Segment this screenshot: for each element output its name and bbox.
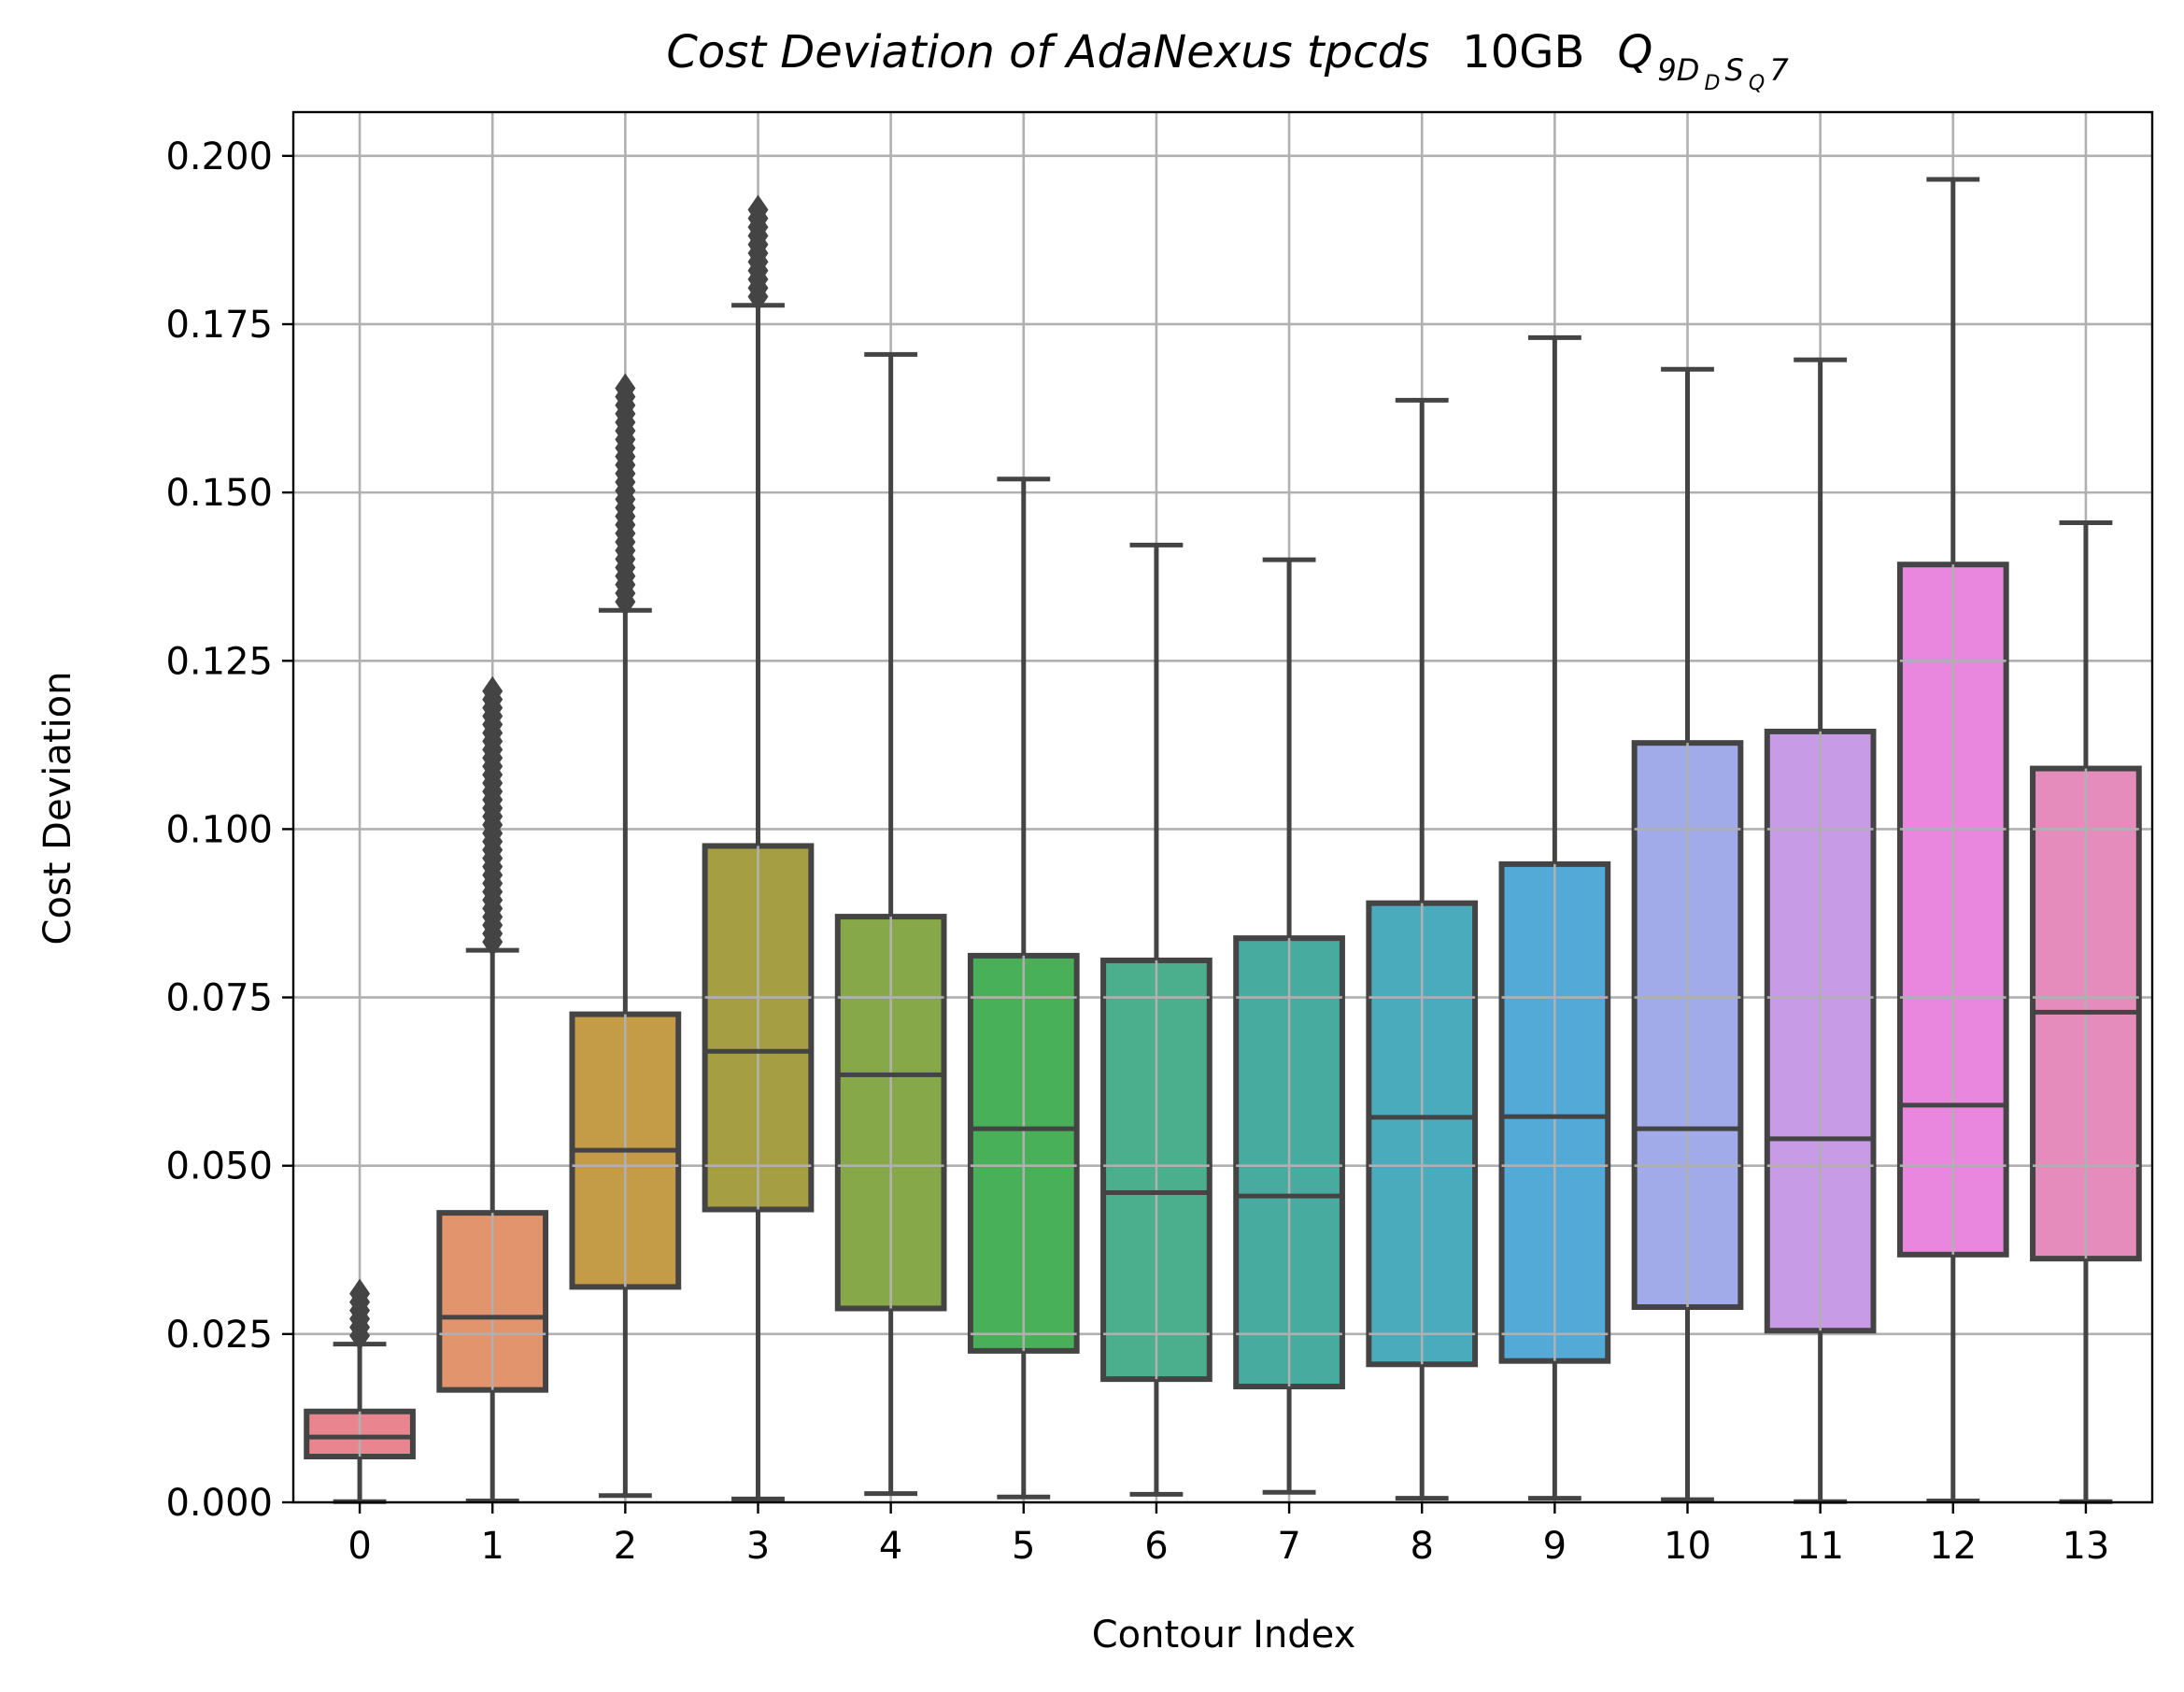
boxes [304,177,2142,1504]
box-group-10 [1631,366,1744,1502]
y-tick-label: 0.125 [165,640,273,683]
box-group-12 [1896,177,2009,1504]
x-axis: 0 1 2 3 4 5 6 7 8 9 10 11 12 13 [347,1502,2109,1568]
y-tick-label: 0.100 [165,808,273,851]
title-size-text: 10GB [1462,26,1584,78]
x-tick-label: 4 [879,1525,902,1568]
title-query-subsubscript-1: D [1704,72,1720,95]
title-query-subscript: 9D [1657,52,1699,88]
box-group-13 [2030,520,2142,1504]
plot-area-frame [291,110,2154,1504]
x-tick-label: 5 [1012,1525,1035,1568]
title-query-subsubscript-2: Q [1749,72,1765,95]
outlier-marker [349,1278,371,1309]
box-group-5 [967,476,1080,1500]
box-group-2 [569,373,682,1499]
x-tick-label: 0 [347,1525,371,1568]
y-axis: 0.000 0.025 0.050 0.075 0.100 0.125 0.150 0.175… [165,135,293,1525]
box-group-0 [304,1278,416,1504]
x-tick-label: 12 [1929,1525,1977,1568]
title-query-letter: Q [1617,26,1652,78]
chart-title: Cost Deviation of AdaNexus tpcds 10GB Q … [666,26,1789,95]
y-tick-label: 0.175 [165,304,273,347]
outlier-marker [615,373,636,404]
box-group-7 [1233,557,1345,1495]
y-tick-label: 0.150 [165,472,273,515]
box-group-9 [1498,334,1611,1501]
title-query-tail: 7 [1769,52,1789,88]
y-tick-label: 0.075 [165,977,273,1020]
x-tick-label: 10 [1664,1525,1711,1568]
x-tick-label: 2 [614,1525,637,1568]
x-tick-label: 9 [1543,1525,1567,1568]
x-tick-label: 11 [1796,1525,1844,1568]
box-group-1 [436,675,549,1504]
outlier-marker [482,675,503,706]
x-tick-label: 13 [2062,1525,2109,1568]
x-tick-label: 1 [480,1525,503,1568]
y-tick-label: 0.200 [165,135,273,178]
x-axis-label: Contour Index [1092,1614,1356,1656]
x-tick-label: 8 [1410,1525,1433,1568]
box-group-6 [1100,542,1213,1497]
y-tick-label: 0.025 [165,1314,273,1357]
y-tick-label: 0.050 [165,1145,273,1188]
box-group-8 [1366,397,1479,1501]
box-group-3 [702,194,815,1501]
x-tick-label: 6 [1144,1525,1168,1568]
y-tick-label: 0.000 [165,1482,273,1525]
box-group-4 [834,351,947,1497]
x-tick-label: 3 [746,1525,770,1568]
box-group-11 [1764,357,1877,1504]
title-main-text: Cost Deviation of AdaNexus tpcds [666,26,1429,78]
y-axis-label: Cost Deviation [36,672,79,946]
x-tick-label: 7 [1277,1525,1300,1568]
outlier-marker [747,194,769,225]
title-query-subscript-2: S [1724,52,1743,88]
